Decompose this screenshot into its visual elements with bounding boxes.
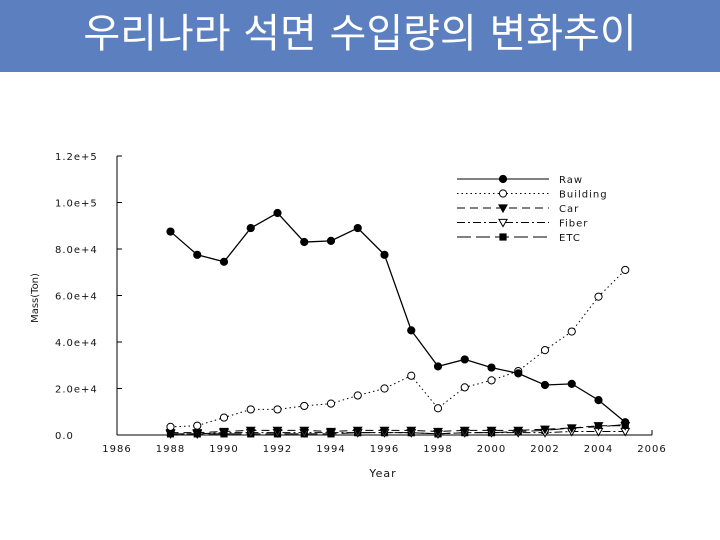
legend-item-building: Building: [457, 189, 608, 201]
data-point-raw: [433, 362, 443, 371]
legend-item-car: Car: [457, 204, 579, 215]
data-point-building: [273, 405, 282, 414]
data-point-building: [353, 391, 362, 400]
x-tick-label: 2000: [477, 444, 506, 455]
series-fiber: [165, 427, 631, 439]
y-tick-label: 1.0e+5: [55, 199, 98, 210]
data-point-car: [433, 427, 443, 437]
data-point-raw: [219, 257, 229, 266]
data-point-car: [406, 426, 417, 436]
data-point-building: [407, 371, 416, 380]
y-tick-label: 8.0e+4: [55, 245, 98, 256]
data-point-building: [567, 327, 576, 336]
data-point-raw: [193, 250, 202, 259]
x-tick-label: 1996: [370, 444, 399, 455]
data-point-raw: [594, 396, 603, 405]
series-raw: [166, 208, 630, 427]
data-point-car: [459, 426, 470, 436]
data-point-raw: [621, 418, 630, 427]
data-point-raw: [246, 223, 255, 233]
data-point-building: [621, 265, 630, 275]
data-point-raw: [487, 363, 496, 372]
data-point-car: [299, 426, 310, 436]
chart-figure: Mass(Ton) Year 0.0 2.0e+4 4.0e+4 6.0e+4 8.0e…: [22, 112, 680, 484]
legend-marker-raw: [498, 174, 508, 184]
data-point-raw: [326, 236, 336, 245]
slide-title: 우리나라 석면 수입량의 변화추이: [83, 11, 637, 57]
y-tick-label: 4.0e+4: [55, 338, 98, 349]
x-tick-label: 2006: [637, 444, 666, 455]
data-point-building: [300, 401, 309, 411]
data-point-building: [326, 399, 336, 408]
x-tick-label: 1986: [102, 444, 131, 455]
legend-label-car: Car: [559, 204, 579, 215]
legend-item-raw: Raw: [457, 174, 583, 186]
x-tick-label: 1992: [263, 444, 292, 455]
data-point-building: [487, 376, 496, 385]
data-point-car: [486, 426, 497, 436]
line-chart: Mass(Ton) Year 0.0 2.0e+4 4.0e+4 6.0e+4 8.0e…: [30, 152, 666, 480]
legend-marker-car: [498, 204, 508, 214]
series-line-car: [170, 425, 626, 434]
x-tick-label: 2002: [530, 444, 559, 455]
legend-marker-fiber: [498, 218, 508, 228]
data-point-car: [219, 427, 229, 437]
data-point-car: [245, 426, 256, 436]
data-point-building: [219, 413, 229, 422]
data-point-building: [380, 384, 389, 393]
data-point-car: [540, 425, 550, 435]
series-line-fiber: [170, 431, 626, 435]
data-point-car: [379, 426, 390, 436]
data-point-raw: [166, 227, 175, 236]
data-point-building: [594, 292, 603, 301]
data-point-building: [246, 405, 255, 414]
series-line-raw: [170, 212, 626, 423]
data-point-car: [352, 426, 363, 436]
data-point-raw: [353, 223, 362, 233]
data-point-car: [326, 427, 336, 437]
data-point-car: [566, 424, 577, 434]
data-point-building: [193, 421, 202, 430]
data-point-raw: [300, 237, 309, 247]
data-point-raw: [460, 355, 469, 364]
data-point-raw: [407, 326, 416, 335]
x-tick-label: 1990: [209, 444, 238, 455]
data-point-building: [460, 383, 469, 392]
data-point-car: [513, 426, 524, 436]
y-tick-label: 0.0: [55, 431, 74, 442]
x-axis-label: Year: [368, 467, 396, 480]
y-tick-label: 6.0e+4: [55, 292, 98, 303]
legend-label-etc: ETC: [559, 233, 581, 244]
legend-label-raw: Raw: [559, 175, 583, 186]
series-car: [165, 422, 631, 438]
legend-marker-building: [498, 189, 508, 198]
data-point-raw: [514, 369, 523, 378]
legend-item-etc: ETC: [457, 233, 581, 244]
x-tick-label: 1998: [423, 444, 452, 455]
y-tick-label: 2.0e+4: [55, 385, 98, 396]
legend-label-fiber: Fiber: [559, 219, 588, 230]
x-tick-label: 2004: [584, 444, 613, 455]
legend-marker-etc: [499, 233, 507, 241]
y-axis-label: Mass(Ton): [30, 273, 41, 323]
x-tick-label: 1988: [156, 444, 185, 455]
data-point-raw: [567, 379, 576, 388]
data-point-building: [166, 422, 175, 431]
data-point-car: [593, 422, 604, 431]
series-line-building: [170, 269, 626, 428]
data-point-car: [272, 426, 283, 436]
data-point-building: [433, 404, 443, 413]
legend-item-fiber: Fiber: [457, 218, 588, 230]
data-point-raw: [273, 208, 282, 218]
data-point-raw: [540, 380, 550, 390]
legend-label-building: Building: [559, 190, 608, 201]
data-point-raw: [380, 250, 389, 259]
title-bar: [0, 0, 720, 72]
y-tick-label: 1.2e+5: [55, 152, 98, 163]
x-tick-label: 1994: [316, 444, 345, 455]
data-point-building: [540, 346, 550, 355]
